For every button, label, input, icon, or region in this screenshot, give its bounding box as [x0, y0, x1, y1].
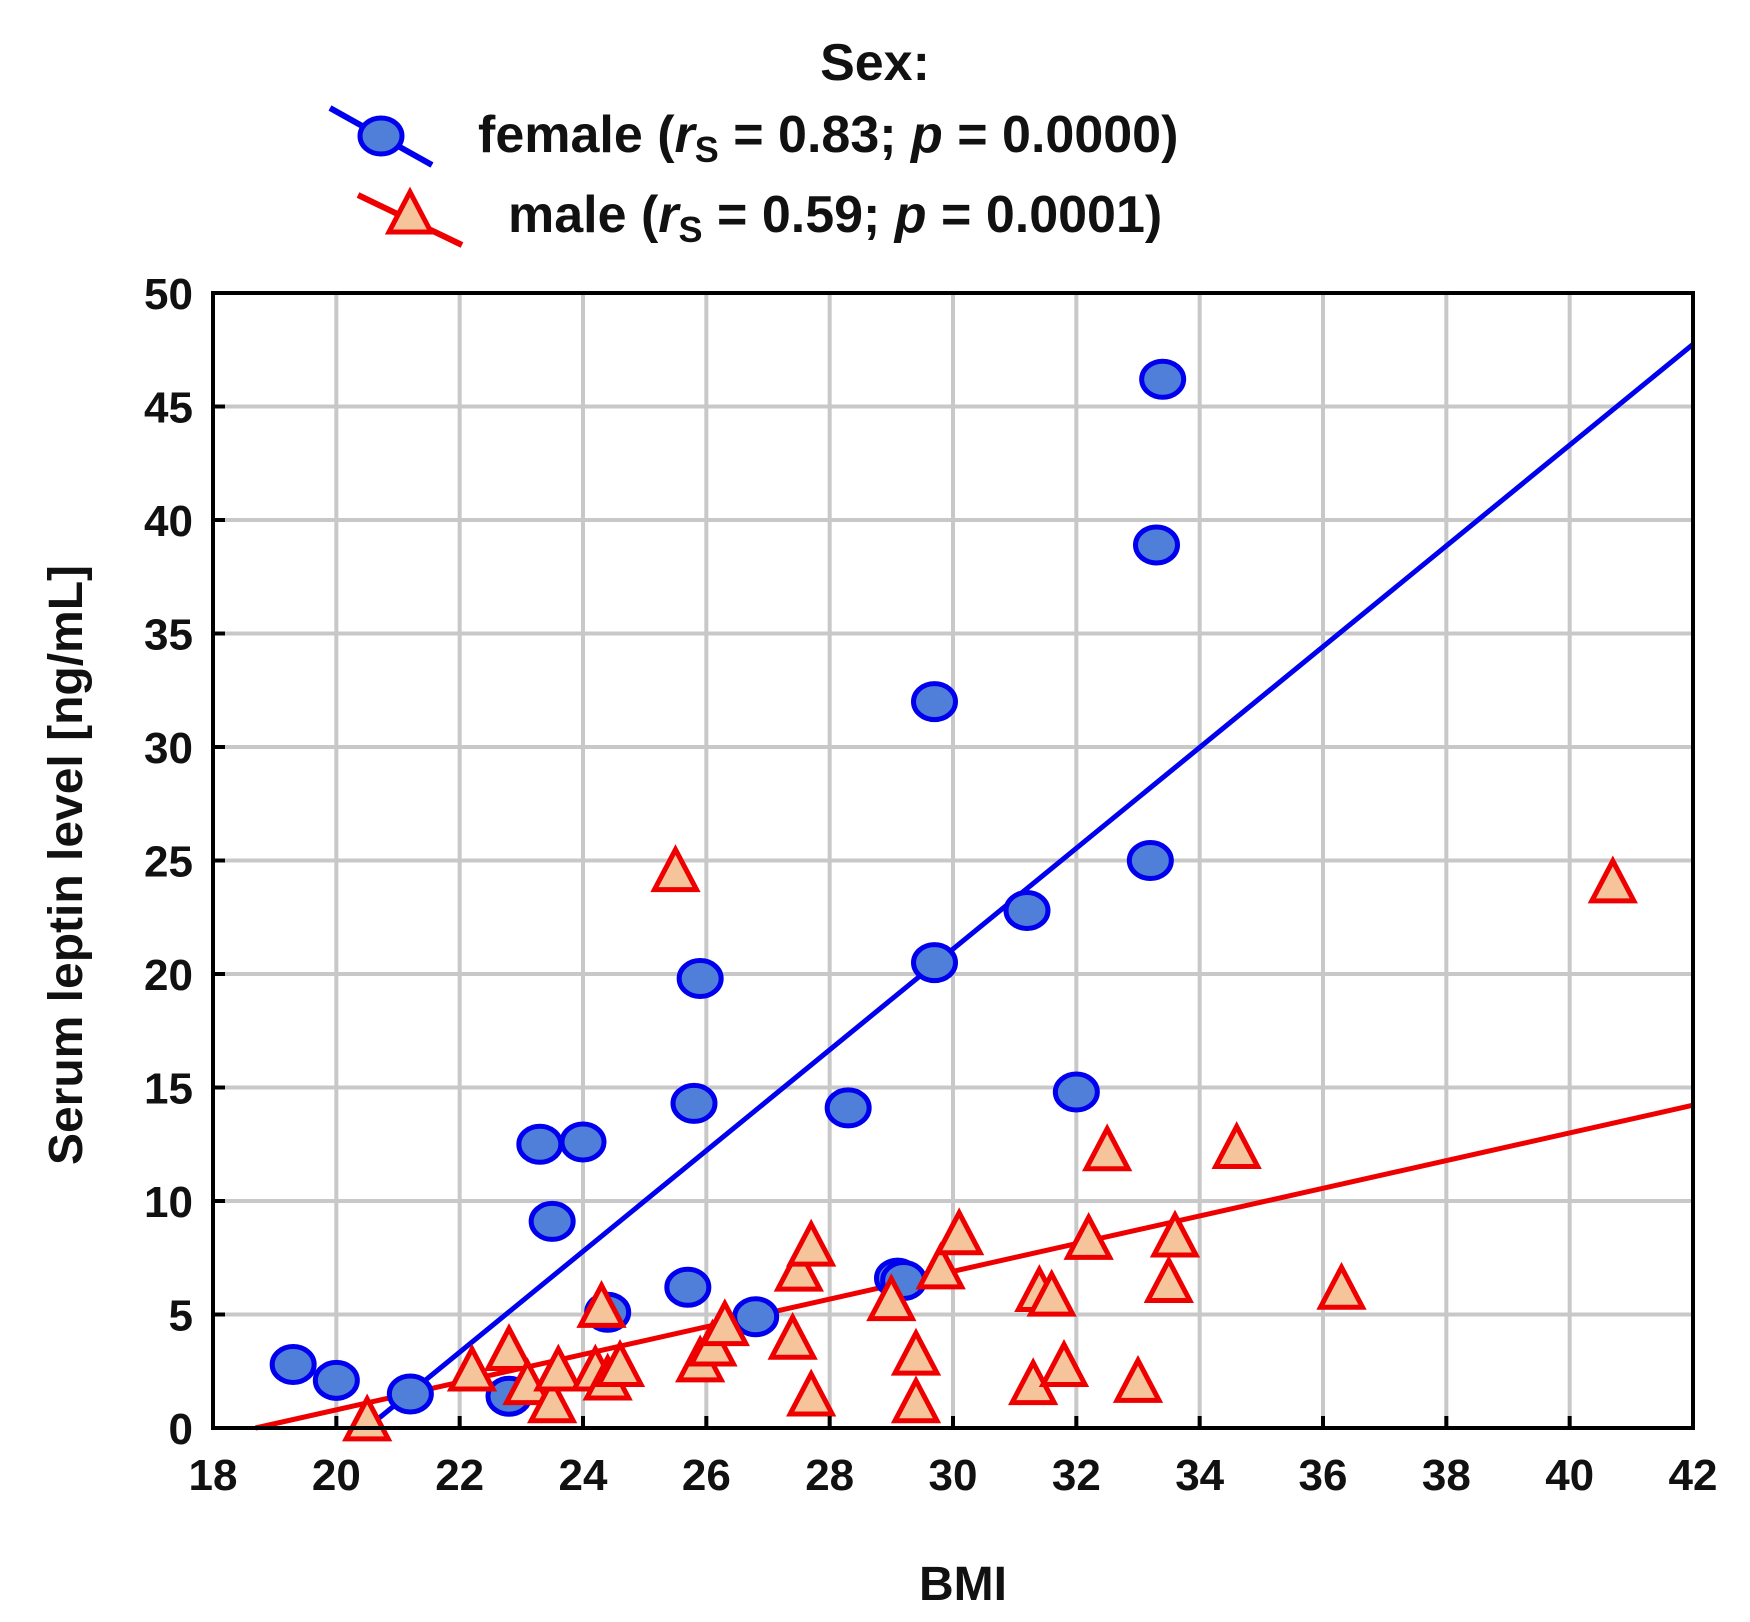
x-tick-label: 24: [559, 1451, 608, 1500]
x-axis-title: BMI: [919, 1558, 1007, 1611]
y-tick-label: 20: [144, 951, 193, 1000]
female-point: [516, 1123, 564, 1165]
x-tick-label: 30: [929, 1451, 978, 1500]
female-point: [911, 942, 958, 984]
male-point: [594, 1339, 646, 1387]
x-axis-ticks: 18 20 22 24 26 28 30 32 34 36 38 40 42: [189, 1416, 1718, 1500]
female-point: [1126, 840, 1174, 881]
female-point: [911, 681, 958, 723]
male-point: [650, 844, 701, 893]
legend: Sex: female (rS = 0.83; p = 0.0000) male…: [328, 34, 1178, 250]
male-point: [1587, 855, 1638, 904]
female-point: [312, 1359, 360, 1401]
x-tick-label: 18: [189, 1451, 238, 1500]
female-point: [528, 1200, 576, 1242]
y-tick-label: 35: [144, 611, 193, 660]
female-point: [269, 1343, 317, 1385]
male-point: [527, 1375, 578, 1424]
grid: [211, 291, 1695, 1430]
legend-female-marker: [357, 115, 405, 157]
female-point: [1003, 889, 1051, 931]
y-axis-ticks: 0 5 10 15 20 25 30 35 40 45 50: [144, 270, 225, 1454]
male-point: [1112, 1354, 1164, 1403]
legend-male-label: male (rS = 0.59; p = 0.0001): [508, 186, 1162, 250]
male-point: [934, 1207, 985, 1256]
female-point: [559, 1121, 607, 1163]
legend-title: Sex:: [820, 34, 930, 92]
female-point: [386, 1373, 434, 1415]
male-point: [576, 1280, 627, 1328]
male-point: [1063, 1211, 1114, 1260]
y-tick-label: 5: [169, 1292, 193, 1341]
female-regression-line: [365, 342, 1695, 1430]
male-point: [1038, 1339, 1090, 1387]
male-point: [866, 1273, 917, 1322]
y-tick-label: 30: [144, 724, 193, 773]
female-point: [732, 1296, 780, 1338]
female-point: [1052, 1071, 1100, 1113]
y-axis-title: Serum leptin level [ng/mL]: [40, 565, 93, 1165]
male-point: [786, 1218, 837, 1267]
male-point: [699, 1298, 750, 1347]
y-tick-label: 40: [144, 497, 193, 546]
legend-female-label: female (rS = 0.83; p = 0.0000): [478, 106, 1178, 170]
x-tick-label: 36: [1299, 1451, 1348, 1500]
y-tick-label: 0: [169, 1405, 193, 1454]
y-tick-label: 45: [144, 384, 193, 433]
female-point: [664, 1266, 712, 1308]
male-point: [1149, 1209, 1201, 1258]
male-point: [1143, 1255, 1194, 1303]
female-point: [676, 958, 724, 1000]
y-tick-label: 50: [144, 270, 193, 319]
data-points: [269, 358, 1638, 1442]
female-point: [824, 1087, 872, 1129]
x-tick-label: 34: [1175, 1451, 1224, 1500]
male-point: [767, 1311, 818, 1360]
x-tick-label: 32: [1052, 1451, 1101, 1500]
female-point: [670, 1082, 718, 1124]
male-point: [890, 1375, 942, 1424]
male-point: [786, 1368, 837, 1417]
legend-male-marker: [384, 186, 436, 235]
legend-item-female: female (rS = 0.83; p = 0.0000): [328, 105, 1178, 170]
y-tick-label: 25: [144, 838, 193, 887]
male-point: [1026, 1268, 1077, 1317]
x-tick-label: 20: [312, 1451, 361, 1500]
y-tick-label: 10: [144, 1178, 193, 1227]
male-point: [1211, 1121, 1262, 1170]
x-tick-label: 26: [682, 1451, 731, 1500]
male-point: [533, 1343, 584, 1392]
female-point: [1139, 358, 1187, 400]
male-point: [773, 1243, 824, 1292]
y-tick-label: 15: [144, 1065, 193, 1114]
male-regression-line: [254, 1102, 1694, 1431]
x-tick-label: 42: [1669, 1451, 1718, 1500]
male-point: [915, 1241, 966, 1290]
x-tick-label: 38: [1422, 1451, 1471, 1500]
male-point: [446, 1343, 498, 1392]
regression-lines: [254, 342, 1695, 1431]
x-tick-label: 22: [435, 1451, 484, 1500]
male-point: [483, 1323, 535, 1372]
legend-item-male: male (rS = 0.59; p = 0.0001): [356, 186, 1162, 250]
x-tick-label: 40: [1545, 1451, 1594, 1500]
female-point: [1133, 524, 1180, 566]
x-tick-label: 28: [805, 1451, 854, 1500]
male-point: [1082, 1123, 1133, 1172]
male-point: [1316, 1261, 1367, 1310]
male-point: [890, 1327, 942, 1376]
